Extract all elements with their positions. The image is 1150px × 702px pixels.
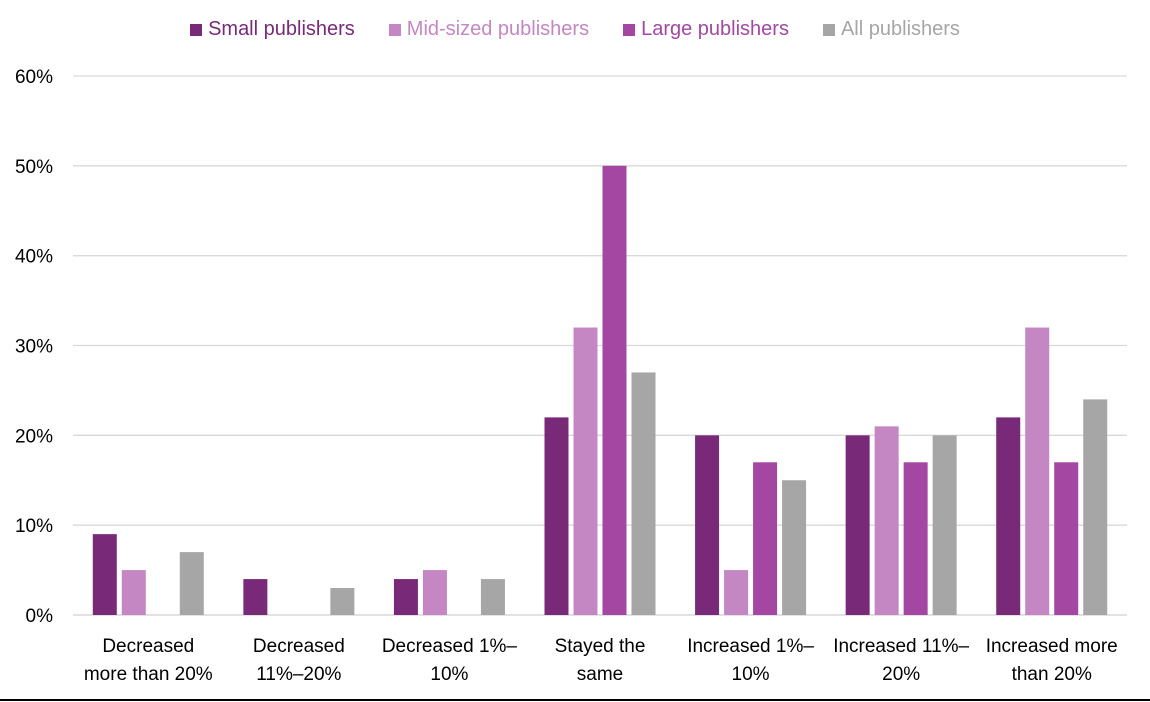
bar <box>1025 327 1050 615</box>
x-tick-label: Increased 1%– <box>687 636 814 657</box>
bar <box>243 579 268 615</box>
legend-swatch-all <box>822 23 835 36</box>
legend-swatch-large <box>623 23 636 36</box>
y-tick-label: 40% <box>15 247 53 268</box>
legend-item-all: All publishers <box>822 18 960 41</box>
legend-item-large: Large publishers <box>623 18 789 41</box>
x-tick-label: Increased more <box>986 636 1118 657</box>
x-tick-label: Decreased 1%– <box>382 636 518 657</box>
legend-swatch-small <box>190 23 203 36</box>
bar <box>1054 462 1079 615</box>
bar <box>996 417 1021 615</box>
bar <box>92 534 117 615</box>
y-tick-label: 0% <box>26 606 54 627</box>
legend-label-all: All publishers <box>840 18 960 40</box>
y-tick-label: 10% <box>15 516 53 537</box>
bar <box>602 165 627 616</box>
x-tick-label: 10% <box>430 664 468 685</box>
x-tick-label: than 20% <box>1012 664 1092 685</box>
x-tick-label: 10% <box>732 664 770 685</box>
bar <box>422 570 447 615</box>
legend-label-small: Small publishers <box>208 18 355 40</box>
x-tick-label: same <box>577 664 623 685</box>
bar <box>932 435 957 615</box>
bar <box>1083 399 1108 615</box>
chart-legend: Small publishers Mid-sized publishers La… <box>0 18 1150 41</box>
bar <box>845 435 870 615</box>
x-tick-label: Decreased <box>253 636 345 657</box>
x-tick-label: 11%–20% <box>256 664 341 685</box>
bar <box>179 552 204 615</box>
bar <box>724 570 749 615</box>
bar <box>874 426 899 615</box>
y-tick-label: 50% <box>15 157 53 178</box>
x-tick-label: 20% <box>882 664 920 685</box>
legend-label-large: Large publishers <box>641 18 789 40</box>
y-tick-label: 60% <box>15 67 53 88</box>
bar <box>480 579 505 615</box>
legend-item-mid: Mid-sized publishers <box>388 18 590 41</box>
x-tick-label: Stayed the <box>555 636 646 657</box>
legend-label-mid: Mid-sized publishers <box>406 18 590 40</box>
x-tick-label: more than 20% <box>84 664 213 685</box>
bar <box>330 588 355 615</box>
bar <box>631 372 656 615</box>
bar <box>903 462 928 615</box>
x-tick-label: Increased 11%– <box>833 636 969 657</box>
bar <box>753 462 778 615</box>
y-tick-label: 20% <box>15 426 53 447</box>
legend-item-small: Small publishers <box>190 18 355 41</box>
bar <box>695 435 720 615</box>
bar <box>573 327 598 615</box>
legend-swatch-mid <box>388 23 401 36</box>
bar <box>544 417 569 615</box>
bar <box>121 570 146 615</box>
y-tick-label: 30% <box>15 337 53 358</box>
x-tick-label: Decreased <box>102 636 194 657</box>
bar <box>782 480 807 615</box>
bar <box>393 579 418 615</box>
